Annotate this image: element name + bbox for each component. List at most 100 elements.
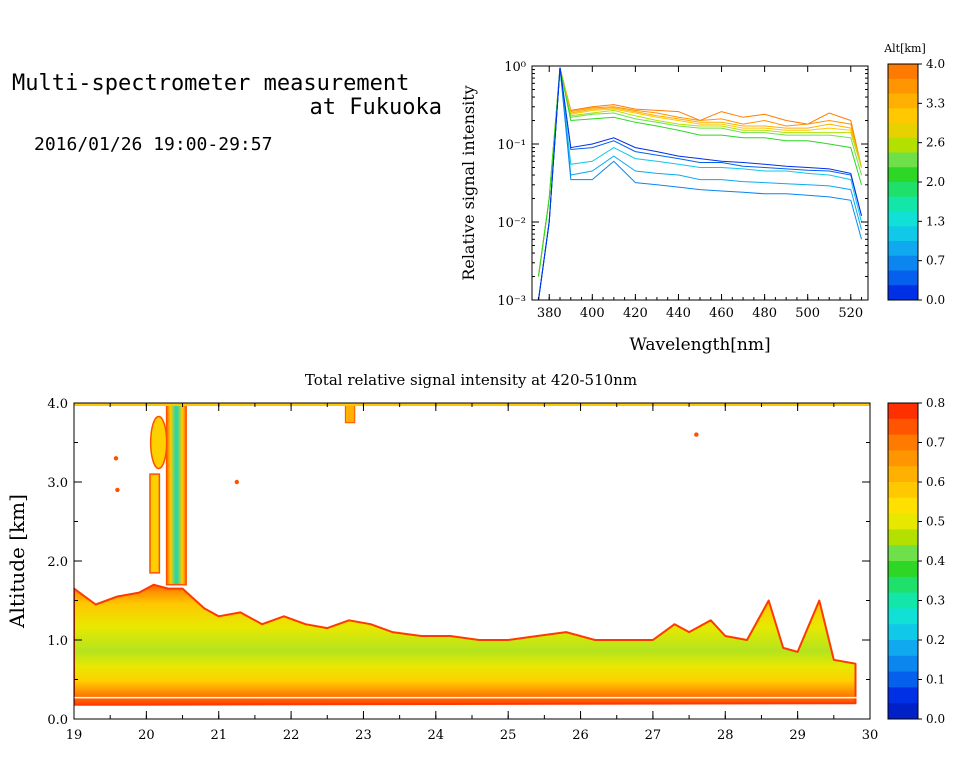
altitude-colorbar-label: 2.6 (926, 136, 945, 150)
heatmap-x-tick-label: 22 (283, 728, 300, 743)
heatmap-y-tick-label: 1.0 (47, 634, 68, 649)
intensity-colorbar-swatch (888, 703, 918, 720)
figure-title-line1: Multi-spectrometer measurement (12, 71, 410, 96)
altitude-colorbar-label: 2.0 (926, 175, 945, 189)
intensity-colorbar-swatch (888, 561, 918, 578)
heatmap-y-tick-label: 0.0 (47, 713, 68, 728)
intensity-colorbar-swatch (888, 687, 918, 704)
intensity-colorbar-swatch (888, 513, 918, 530)
spectrum-x-tick-label: 480 (752, 306, 777, 321)
heatmap-x-tick-label: 26 (572, 728, 589, 743)
boundary-layer-region (74, 583, 857, 706)
aerosol-plume-fragment (149, 415, 168, 470)
spectrum-y-tick-label: 10⁰ (504, 60, 526, 75)
altitude-colorbar-swatch (888, 123, 918, 139)
spectrum-x-tick-label: 380 (537, 306, 562, 321)
intensity-colorbar-label: 0.4 (926, 554, 945, 568)
spectrum-y-tick-label: 10⁻² (497, 216, 526, 231)
spectrum-line-10 (538, 67, 862, 300)
spectrum-chart: Relative signal intensity Wavelength[nm]… (459, 42, 945, 355)
spectrum-line-6 (538, 67, 862, 277)
heatmap-title: Total relative signal intensity at 420-5… (305, 371, 637, 389)
intensity-colorbar-label: 0.8 (926, 396, 945, 410)
heatmap-x-tick-label: 24 (428, 728, 445, 743)
heatmap-x-tick-label: 28 (717, 728, 734, 743)
intensity-colorbar-swatch (888, 482, 918, 499)
spectrum-x-tick-label: 500 (795, 306, 820, 321)
spectrum-line-8 (538, 67, 862, 300)
altitude-colorbar-swatch (888, 93, 918, 109)
altitude-colorbar-title: Alt[km] (883, 42, 926, 55)
intensity-colorbar-swatch (888, 624, 918, 641)
heatmap-x-tick-label: 30 (862, 728, 879, 743)
altitude-colorbar-label: 3.3 (926, 96, 945, 110)
intensity-colorbar-swatch (888, 545, 918, 562)
aerosol-blob (344, 403, 356, 424)
heatmap-x-tick-label: 23 (355, 728, 372, 743)
intensity-colorbar-swatch (888, 608, 918, 625)
aerosol-plume-fragment (149, 473, 161, 574)
spectrum-x-tick-label: 440 (666, 306, 691, 321)
aerosol-speck (694, 432, 699, 437)
spectrum-line-12 (538, 67, 862, 300)
intensity-colorbar-swatch (888, 529, 918, 546)
spectrum-x-axis-label: Wavelength[nm] (629, 335, 770, 355)
aerosol-speck (115, 487, 120, 493)
spectrum-x-tick-label: 400 (580, 306, 605, 321)
altitude-colorbar-label: 4.0 (926, 57, 945, 71)
spectrum-y-tick-label: 10⁻³ (497, 294, 526, 309)
heatmap-x-tick-label: 25 (500, 728, 517, 743)
intensity-colorbar-swatch (888, 576, 918, 594)
heatmap-y-tick-label: 4.0 (47, 397, 68, 412)
heatmap-x-tick-label: 29 (789, 728, 806, 743)
heatmap-x-tick-label: 19 (66, 728, 83, 743)
spectrum-x-tick-label: 520 (838, 306, 863, 321)
intensity-colorbar-swatch (888, 418, 918, 436)
intensity-colorbar-swatch (888, 655, 918, 673)
altitude-colorbar-swatch (888, 285, 918, 301)
intensity-colorbar-label: 0.3 (926, 594, 945, 608)
intensity-colorbar-swatch (888, 466, 918, 483)
altitude-colorbar-swatch (888, 270, 918, 286)
altitude-colorbar-swatch (888, 152, 918, 168)
spectrum-line-7 (538, 67, 862, 277)
intensity-colorbar-label: 0.2 (926, 633, 945, 647)
intensity-colorbar-label: 0.0 (926, 712, 945, 726)
intensity-colorbar-swatch (888, 403, 918, 420)
altitude-colorbar-swatch (888, 196, 918, 212)
spectrum-y-tick-label: 10⁻¹ (497, 138, 526, 153)
intensity-colorbar-swatch (888, 497, 918, 515)
altitude-colorbar-swatch (888, 255, 918, 271)
aerosol-plume-column (165, 403, 187, 586)
altitude-colorbar-swatch (888, 241, 918, 257)
intensity-colorbar-label: 0.6 (926, 475, 945, 489)
altitude-colorbar-swatch (888, 64, 918, 80)
heatmap-y-tick-label: 2.0 (47, 555, 68, 570)
heatmap-y-axis-label: Altitude [km] (5, 494, 29, 629)
intensity-colorbar-swatch (888, 592, 918, 609)
spectrum-x-tick-label: 420 (623, 306, 648, 321)
altitude-colorbar-swatch (888, 211, 918, 227)
heatmap-x-tick-label: 20 (138, 728, 155, 743)
intensity-colorbar-swatch (888, 450, 918, 467)
spectrum-x-tick-label: 460 (709, 306, 734, 321)
intensity-colorbar-label: 0.1 (926, 673, 945, 687)
heatmap-x-tick-label: 27 (645, 728, 662, 743)
altitude-colorbar-swatch (888, 226, 918, 242)
intensity-colorbar-swatch (888, 671, 918, 688)
altitude-colorbar-swatch (888, 167, 918, 183)
aerosol-speck (234, 479, 240, 485)
altitude-colorbar-label: 1.3 (926, 214, 945, 228)
intensity-colorbar-label: 0.7 (926, 436, 945, 450)
intensity-colorbar-swatch (888, 434, 918, 451)
spectrum-y-axis-label: Relative signal intensity (459, 85, 478, 280)
heatmap-x-tick-label: 21 (210, 728, 227, 743)
altitude-colorbar-label: 0.0 (926, 293, 945, 307)
intensity-colorbar-swatch (888, 640, 918, 657)
aerosol-speck (113, 456, 119, 461)
intensity-colorbar-label: 0.5 (926, 515, 945, 529)
figure-header: Multi-spectrometer measurement at Fukuok… (12, 71, 442, 156)
figure-title-line2: at Fukuoka (309, 95, 442, 120)
heatmap-y-tick-label: 3.0 (47, 476, 68, 491)
